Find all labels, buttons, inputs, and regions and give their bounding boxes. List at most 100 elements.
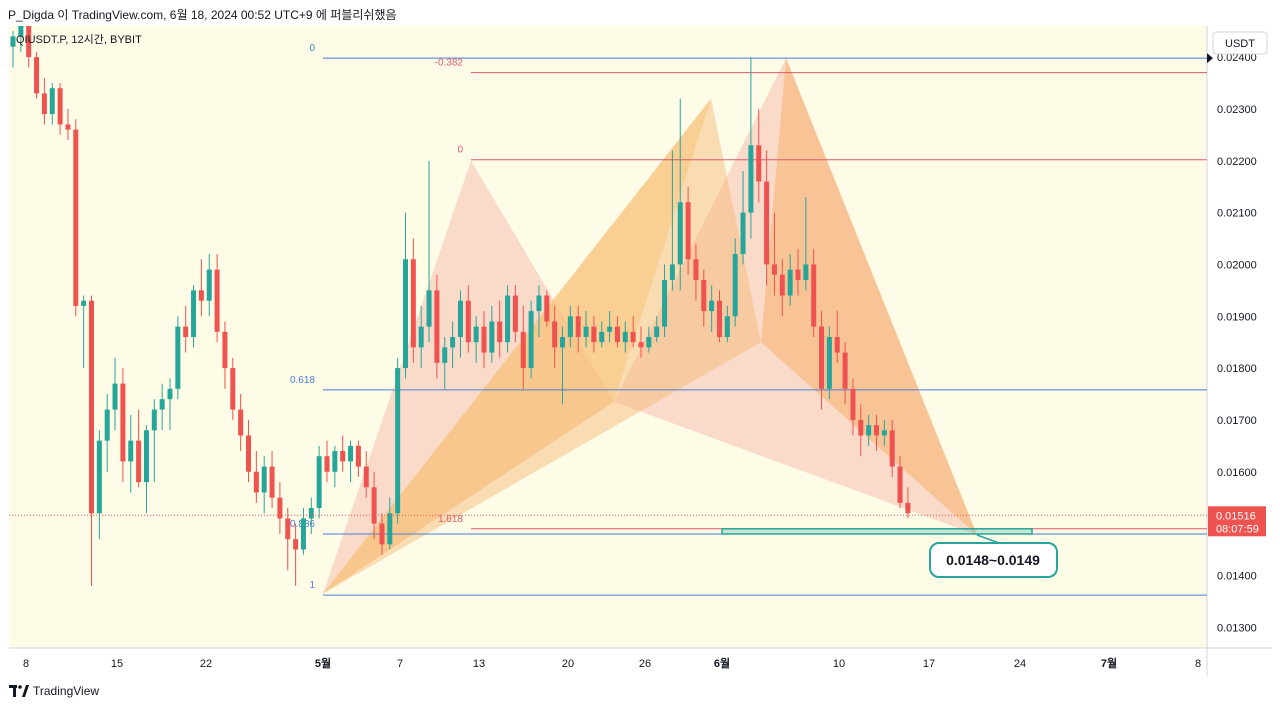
level-marker <box>1207 53 1213 64</box>
candle-body-64 <box>512 295 518 332</box>
pattern-triangle-orange-right <box>761 58 977 536</box>
time-tick-5: 13 <box>473 658 485 670</box>
candle-body-20 <box>167 388 173 400</box>
candle-body-102 <box>811 264 817 327</box>
candle-body-109 <box>866 425 872 436</box>
candle-body-93 <box>740 212 746 255</box>
candle-body-43 <box>348 445 354 462</box>
fib-blue-label-0: 0 <box>309 43 315 54</box>
candle-body-21 <box>175 326 181 389</box>
candle-body-23 <box>191 290 197 337</box>
target-callout: 0.0148~0.0149 <box>929 542 1058 578</box>
candle-body-80 <box>638 342 644 348</box>
candle-body-58 <box>465 300 471 343</box>
candles-layer <box>10 15 911 586</box>
candle-body-71 <box>567 316 573 337</box>
candle-body-39 <box>316 456 322 509</box>
currency-selector[interactable]: USDT <box>1212 31 1268 55</box>
fib-blue-label-1: 0.618 <box>290 375 315 386</box>
brand-name: TradingView <box>33 684 100 698</box>
candle-body-4 <box>41 93 47 115</box>
symbol-label: QIUSDT.P, 12시간, BYBIT <box>16 33 142 46</box>
time-tick-3: 5월 <box>315 656 331 670</box>
candle-body-25 <box>206 269 212 301</box>
candle-body-113 <box>897 466 903 503</box>
pattern-triangle-orange-left <box>323 98 761 594</box>
bar-countdown: 08:07:59 <box>1216 523 1259 535</box>
time-axis-background <box>9 648 1272 676</box>
candle-body-24 <box>198 290 204 301</box>
candle-body-110 <box>874 425 879 436</box>
candle-body-35 <box>285 518 291 540</box>
candle-body-41 <box>332 451 338 472</box>
candle-body-51 <box>410 259 416 348</box>
candle-body-10 <box>89 300 94 514</box>
candle-body-44 <box>355 445 361 467</box>
candle-body-12 <box>104 409 110 441</box>
candle-body-54 <box>434 290 440 363</box>
price-tick-8: 0.01600 <box>1217 467 1257 479</box>
time-tick-12: 7월 <box>1101 656 1117 670</box>
candle-body-74 <box>591 326 597 343</box>
candle-body-77 <box>614 326 620 343</box>
candle-body-114 <box>905 502 911 514</box>
target-zone-box <box>721 528 1033 535</box>
time-tick-1: 15 <box>111 658 123 670</box>
candle-body-87 <box>693 259 699 280</box>
candle-body-49 <box>395 368 401 514</box>
candle-body-98 <box>779 274 785 296</box>
fib-red-label-0: -0.382 <box>435 58 464 69</box>
candle-body-88 <box>701 279 707 312</box>
candle-body-59 <box>473 326 479 343</box>
candle-body-1 <box>18 26 24 37</box>
candle-body-106 <box>842 352 848 389</box>
candle-body-66 <box>528 311 534 369</box>
candle-body-75 <box>599 331 605 343</box>
candle-body-15 <box>128 440 134 462</box>
candle-body-108 <box>858 419 864 436</box>
price-tick-5: 0.01900 <box>1217 311 1257 323</box>
price-tick-11: 0.01300 <box>1217 622 1257 634</box>
candle-body-2 <box>26 26 32 58</box>
candle-body-62 <box>497 321 503 343</box>
candle-body-67 <box>536 295 542 312</box>
time-tick-2: 22 <box>200 658 212 670</box>
price-tick-4: 0.02000 <box>1217 259 1257 271</box>
price-tick-1: 0.02300 <box>1217 104 1257 116</box>
candle-body-101 <box>803 264 809 280</box>
price-tick-3: 0.02100 <box>1217 208 1257 220</box>
tradingview-logo-icon <box>9 685 29 697</box>
candle-body-89 <box>709 300 715 312</box>
time-tick-0: 8 <box>23 658 29 670</box>
candle-body-31 <box>253 471 259 493</box>
candle-body-47 <box>379 523 385 545</box>
candle-body-46 <box>371 487 377 524</box>
candle-body-42 <box>340 451 346 462</box>
candle-body-83 <box>662 279 668 327</box>
candle-body-91 <box>724 316 730 337</box>
candle-body-85 <box>677 202 683 265</box>
candle-body-5 <box>49 88 55 115</box>
candle-body-22 <box>183 326 189 337</box>
candle-body-104 <box>826 337 832 389</box>
candle-body-7 <box>65 124 71 130</box>
candle-body-52 <box>418 326 424 348</box>
fib-blue-label-3: 1 <box>309 580 315 591</box>
candle-body-86 <box>685 202 691 260</box>
candle-body-14 <box>120 383 126 462</box>
candle-body-11 <box>96 440 102 514</box>
candle-body-16 <box>136 440 142 483</box>
candle-body-60 <box>481 326 487 353</box>
candle-body-37 <box>300 518 306 550</box>
candle-body-111 <box>881 430 887 436</box>
price-tick-6: 0.01800 <box>1217 363 1257 375</box>
candle-body-76 <box>607 326 613 332</box>
candle-body-69 <box>552 321 558 348</box>
candle-body-19 <box>159 399 165 410</box>
time-tick-13: 8 <box>1195 658 1201 670</box>
candle-body-92 <box>732 254 738 317</box>
candle-body-0 <box>10 36 16 47</box>
candle-body-72 <box>575 316 581 337</box>
